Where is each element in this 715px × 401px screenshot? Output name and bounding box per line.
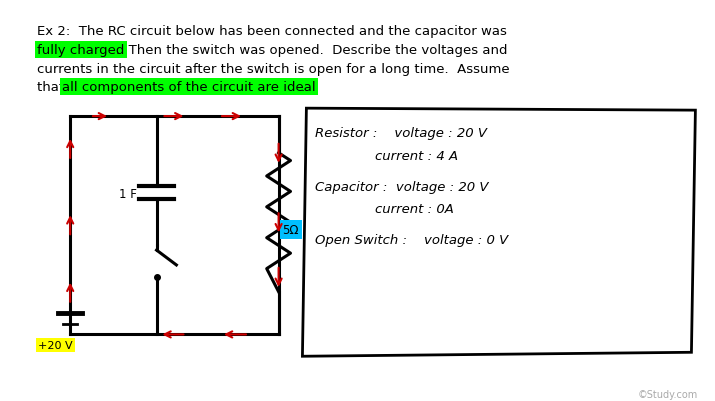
Text: current : 4 A: current : 4 A <box>375 150 458 162</box>
Polygon shape <box>302 109 696 356</box>
Text: current : 0A: current : 0A <box>375 203 454 216</box>
Text: 5Ω: 5Ω <box>282 223 299 236</box>
Text: that: that <box>37 81 69 94</box>
Text: fully charged: fully charged <box>37 44 125 57</box>
Text: Ex 2:  The RC circuit below has been connected and the capacitor was: Ex 2: The RC circuit below has been conn… <box>37 25 508 38</box>
Text: all components of the circuit are ideal: all components of the circuit are ideal <box>62 81 316 94</box>
Text: Resistor :    voltage : 20 V: Resistor : voltage : 20 V <box>315 127 488 140</box>
Text: .: . <box>300 81 305 94</box>
Text: Open Switch :    voltage : 0 V: Open Switch : voltage : 0 V <box>315 234 508 247</box>
Text: ©Study.com: ©Study.com <box>637 389 697 399</box>
Text: 1 F: 1 F <box>119 188 137 200</box>
Text: +20 V: +20 V <box>39 340 73 350</box>
Text: .  Then the switch was opened.  Describe the voltages and: . Then the switch was opened. Describe t… <box>116 44 508 57</box>
Text: Capacitor :  voltage : 20 V: Capacitor : voltage : 20 V <box>315 180 489 193</box>
Text: currents in the circuit after the switch is open for a long time.  Assume: currents in the circuit after the switch… <box>37 63 510 75</box>
